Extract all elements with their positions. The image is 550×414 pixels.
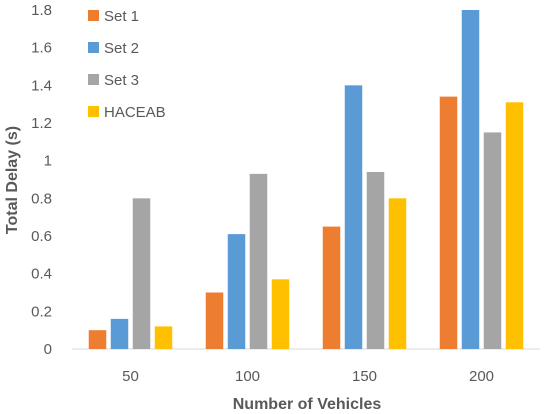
legend-label: Set 1 [104, 8, 139, 25]
legend-swatch [88, 42, 99, 53]
legend-label: Set 2 [104, 40, 139, 57]
legend-swatch [88, 106, 99, 117]
y-tick-label: 1.8 [31, 2, 52, 19]
y-tick-label: 0.2 [31, 303, 52, 320]
bar-set-2-100 [227, 234, 246, 349]
x-axis-title: Number of Vehicles [233, 396, 382, 413]
legend-label: HACEAB [104, 104, 166, 121]
y-tick-label: 1 [44, 153, 52, 170]
y-tick-label: 0.8 [31, 190, 52, 207]
y-tick-label: 0 [44, 341, 52, 358]
legend-swatch [88, 10, 99, 21]
x-tick-label: 100 [235, 368, 260, 385]
y-axis-title: Total Delay (s) [4, 126, 21, 234]
y-tick-label: 1.6 [31, 40, 52, 57]
legend-label: Set 3 [104, 72, 139, 89]
bar-haceab-150 [388, 198, 407, 349]
bar-set-3-200 [483, 132, 502, 349]
bar-set-3-100 [249, 173, 268, 349]
bar-set-1-200 [439, 96, 458, 349]
bar-haceab-100 [271, 279, 290, 349]
y-tick-label: 0.6 [31, 228, 52, 245]
y-tick-label: 1.2 [31, 115, 52, 132]
y-tick-label: 1.4 [31, 77, 52, 94]
bar-set-1-100 [205, 292, 224, 349]
x-tick-label: 150 [352, 368, 377, 385]
bar-set-2-150 [344, 85, 363, 349]
bar-set-3-50 [132, 198, 151, 349]
bar-set-2-200 [461, 10, 480, 349]
legend-swatch [88, 74, 99, 85]
x-axis-ticks: 50 100 150 200 [122, 368, 494, 385]
x-tick-label: 50 [122, 368, 139, 385]
bar-set-1-50 [88, 330, 107, 349]
bar-haceab-50 [154, 326, 173, 349]
y-tick-label: 0.4 [31, 266, 52, 283]
bar-set-2-50 [110, 318, 129, 349]
legend: Set 1 Set 2 Set 3 HACEAB [88, 8, 166, 121]
bar-haceab-200 [505, 102, 524, 350]
y-axis-ticks: 0 0.2 0.4 0.6 0.8 1 1.2 1.4 1.6 1.8 [31, 2, 52, 358]
bars [88, 10, 524, 350]
bar-set-1-150 [322, 226, 341, 349]
bar-set-3-150 [366, 171, 385, 349]
x-tick-label: 200 [469, 368, 494, 385]
